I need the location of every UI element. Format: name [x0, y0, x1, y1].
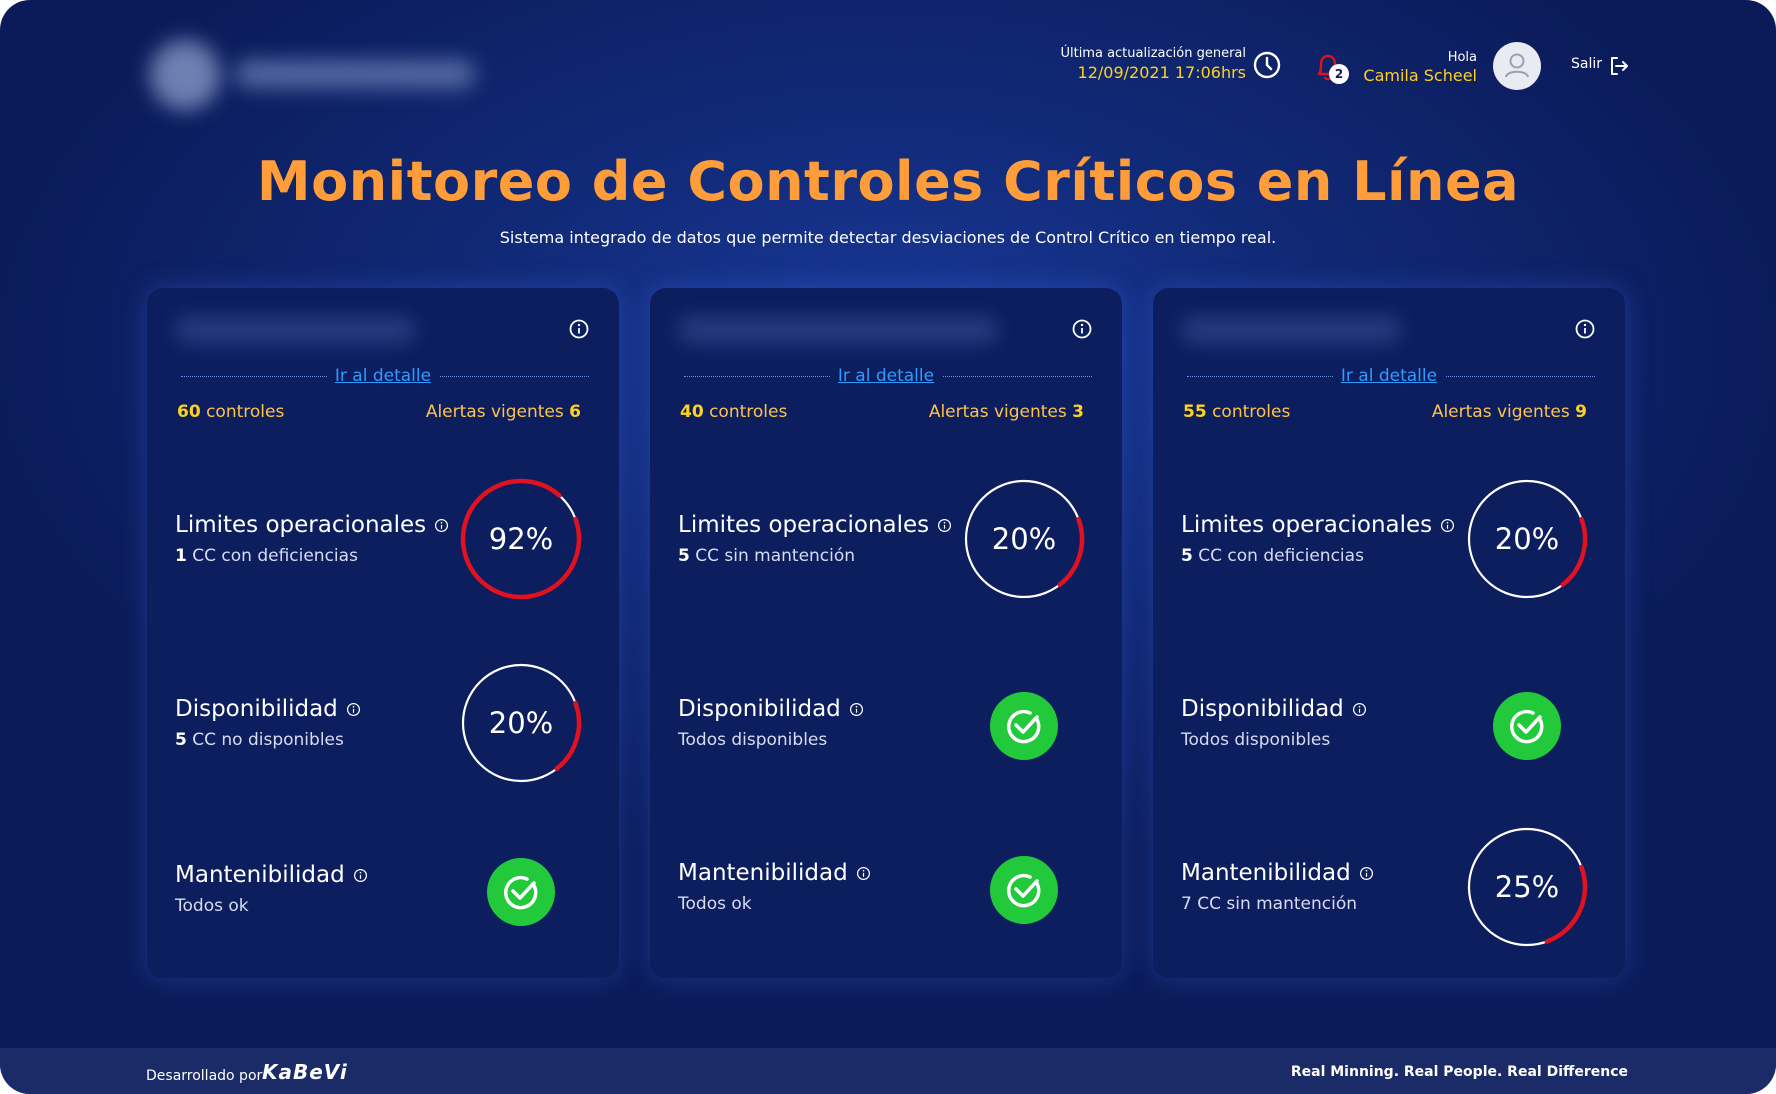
- progress-ring-graphic: [1466, 826, 1588, 948]
- progress-ring: 20%: [961, 476, 1087, 602]
- check-circle-icon: [990, 856, 1058, 924]
- metric-row-disponibilidad[interactable]: Disponibilidad Todos disponibles: [650, 654, 1122, 794]
- page-subtitle: Sistema integrado de datos que permite d…: [499, 228, 1277, 247]
- metric-name: Disponibilidad: [175, 696, 338, 722]
- last-update-label: Última actualización general: [1060, 46, 1246, 61]
- metric-sub: Todos ok: [175, 896, 249, 916]
- card-title-blurred: [668, 298, 1028, 362]
- progress-ring: 92%: [458, 476, 584, 602]
- footer-motto: Real Minning. Real People. Real Differen…: [1290, 1064, 1628, 1080]
- alerts-count: Alertas vigentes 9: [1431, 402, 1587, 422]
- progress-arc: [460, 662, 582, 784]
- metric-sub: 5 CC sin mantención: [678, 546, 856, 566]
- notification-badge: 2: [1329, 64, 1349, 84]
- progress-percent: 20%: [488, 706, 554, 740]
- detail-link[interactable]: Ir al detalle: [326, 366, 440, 386]
- plant-card: Ir al detalle 55 controles Alertas vigen…: [1153, 288, 1625, 978]
- info-icon[interactable]: [434, 518, 449, 533]
- progress-arc: [460, 478, 582, 600]
- plant-card: Ir al detalle 60 controles Alertas vigen…: [147, 288, 619, 978]
- info-icon[interactable]: [849, 702, 864, 717]
- footer: Desarrollado por KaBeVi Real Minning. Re…: [0, 1048, 1776, 1094]
- info-icon[interactable]: [1440, 518, 1455, 533]
- progress-ring-graphic: [963, 478, 1085, 600]
- progress-percent: 25%: [1494, 870, 1560, 904]
- controls-count: 40 controles: [680, 402, 788, 422]
- info-icon[interactable]: [1359, 866, 1374, 881]
- check-circle-icon: [487, 858, 555, 926]
- metric-name: Limites operacionales: [678, 512, 930, 538]
- metric-row-limites[interactable]: Limites operacionales 5 CC sin mantenció…: [650, 470, 1122, 610]
- greeting-label: Hola: [1447, 50, 1477, 65]
- progress-ring: 20%: [1464, 476, 1590, 602]
- info-icon[interactable]: [1352, 702, 1367, 717]
- page-title: Monitoreo de Controles Críticos en Línea: [256, 150, 1520, 213]
- progress-ring: 20%: [458, 660, 584, 786]
- progress-ring-graphic: [460, 662, 582, 784]
- check-circle-icon: [1493, 692, 1561, 760]
- progress-percent: 92%: [488, 522, 554, 556]
- alerts-count: Alertas vigentes 3: [928, 402, 1084, 422]
- info-icon[interactable]: [1574, 318, 1596, 340]
- alerts-count: Alertas vigentes 6: [425, 402, 581, 422]
- info-icon[interactable]: [1071, 318, 1093, 340]
- user-name: Camila Scheel: [1363, 66, 1477, 85]
- card-title-blurred: [165, 298, 525, 362]
- info-icon[interactable]: [856, 866, 871, 881]
- info-icon[interactable]: [353, 868, 368, 883]
- metric-row-mantenibilidad[interactable]: Mantenibilidad 7 CC sin mantención 25%: [1153, 818, 1625, 958]
- progress-ring-graphic: [460, 478, 582, 600]
- metric-sub: Todos ok: [678, 894, 752, 914]
- metric-row-limites[interactable]: Limites operacionales 5 CC con deficienc…: [1153, 470, 1625, 610]
- metric-sub: Todos disponibles: [1181, 730, 1331, 750]
- metric-row-limites[interactable]: Limites operacionales 1 CC con deficienc…: [147, 470, 619, 610]
- metric-name: Limites operacionales: [1181, 512, 1433, 538]
- metric-name: Mantenibilidad: [678, 860, 848, 886]
- metric-name: Mantenibilidad: [1181, 860, 1351, 886]
- metric-row-disponibilidad[interactable]: Disponibilidad Todos disponibles: [1153, 654, 1625, 794]
- detail-link[interactable]: Ir al detalle: [829, 366, 943, 386]
- info-icon[interactable]: [937, 518, 952, 533]
- info-icon[interactable]: [346, 702, 361, 717]
- progress-ring: 25%: [1464, 824, 1590, 950]
- metric-name: Mantenibilidad: [175, 862, 345, 888]
- card-title-blurred: [1171, 298, 1531, 362]
- plant-card: Ir al detalle 40 controles Alertas vigen…: [650, 288, 1122, 978]
- metric-sub: 7 CC sin mantención: [1181, 894, 1358, 914]
- metric-name: Disponibilidad: [1181, 696, 1344, 722]
- user-icon: [1505, 53, 1529, 78]
- progress-arc: [963, 478, 1085, 600]
- progress-ring-graphic: [1466, 478, 1588, 600]
- developed-by-label: Desarrollado por: [146, 1068, 263, 1084]
- company-logo-blurred: [140, 30, 490, 120]
- progress-arc: [1466, 478, 1588, 600]
- metric-sub: 5 CC con deficiencias: [1181, 546, 1364, 566]
- developer-logo: KaBeVi: [262, 1060, 348, 1084]
- detail-link[interactable]: Ir al detalle: [1332, 366, 1446, 386]
- last-update: Última actualización general 12/09/2021 …: [1060, 46, 1246, 82]
- progress-percent: 20%: [991, 522, 1057, 556]
- info-icon[interactable]: [568, 318, 590, 340]
- controls-count: 55 controles: [1183, 402, 1291, 422]
- check-circle-icon: [990, 692, 1058, 760]
- user-greeting: Hola Camila Scheel: [1363, 50, 1477, 85]
- progress-arc: [1466, 826, 1588, 948]
- metric-name: Limites operacionales: [175, 512, 427, 538]
- metric-row-mantenibilidad[interactable]: Mantenibilidad Todos ok: [147, 820, 619, 960]
- progress-percent: 20%: [1494, 522, 1560, 556]
- logout-icon[interactable]: [1608, 55, 1630, 77]
- metric-row-disponibilidad[interactable]: Disponibilidad 5 CC no disponibles 20%: [147, 654, 619, 794]
- logout-button[interactable]: Salir: [1571, 56, 1603, 72]
- controls-count: 60 controles: [177, 402, 285, 422]
- metric-name: Disponibilidad: [678, 696, 841, 722]
- clock-icon: [1253, 51, 1281, 79]
- metric-sub: 1 CC con deficiencias: [175, 546, 358, 566]
- last-update-value: 12/09/2021 17:06hrs: [1077, 63, 1246, 82]
- metric-row-mantenibilidad[interactable]: Mantenibilidad Todos ok: [650, 818, 1122, 958]
- metric-sub: 5 CC no disponibles: [175, 730, 344, 750]
- metric-sub: Todos disponibles: [678, 730, 828, 750]
- avatar[interactable]: [1493, 42, 1541, 90]
